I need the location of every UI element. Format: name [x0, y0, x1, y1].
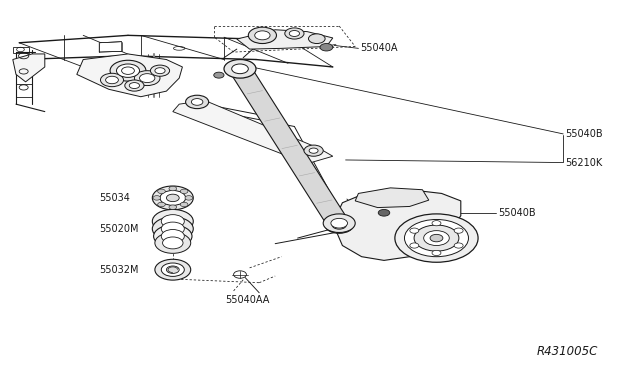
Circle shape	[430, 234, 443, 242]
Circle shape	[378, 209, 390, 216]
Circle shape	[140, 74, 155, 83]
Text: 55020M: 55020M	[99, 224, 139, 234]
Text: 55032M: 55032M	[99, 265, 139, 275]
Circle shape	[325, 217, 353, 233]
Circle shape	[285, 28, 304, 39]
Polygon shape	[333, 190, 461, 260]
Circle shape	[332, 221, 346, 229]
Circle shape	[180, 189, 188, 193]
Circle shape	[163, 237, 183, 249]
Text: 55040AA: 55040AA	[225, 295, 269, 305]
Circle shape	[160, 190, 186, 205]
Circle shape	[323, 214, 355, 232]
Circle shape	[134, 71, 160, 86]
Circle shape	[150, 65, 170, 76]
Circle shape	[125, 80, 144, 91]
Circle shape	[152, 186, 193, 210]
Circle shape	[410, 243, 419, 248]
Circle shape	[169, 186, 177, 191]
Circle shape	[169, 205, 177, 209]
Circle shape	[309, 148, 318, 153]
Circle shape	[186, 95, 209, 109]
Circle shape	[304, 145, 323, 156]
Circle shape	[157, 202, 165, 207]
Circle shape	[454, 228, 463, 233]
Circle shape	[191, 99, 203, 105]
Circle shape	[155, 68, 165, 74]
Circle shape	[154, 225, 192, 247]
Circle shape	[404, 219, 468, 257]
Text: 55040A: 55040A	[360, 44, 398, 53]
Polygon shape	[13, 54, 45, 82]
Circle shape	[432, 250, 441, 256]
Text: 55034: 55034	[99, 193, 130, 203]
Circle shape	[255, 31, 270, 40]
Polygon shape	[355, 188, 429, 208]
Polygon shape	[237, 30, 333, 49]
Circle shape	[166, 194, 179, 202]
Text: R431005C: R431005C	[537, 345, 598, 358]
Text: 56210K: 56210K	[565, 158, 602, 167]
Circle shape	[289, 31, 300, 36]
Circle shape	[129, 83, 140, 89]
Circle shape	[161, 230, 184, 243]
Circle shape	[152, 217, 193, 241]
Circle shape	[224, 60, 256, 78]
Circle shape	[185, 196, 193, 200]
Text: 55040B: 55040B	[498, 208, 536, 218]
Circle shape	[414, 225, 459, 251]
Circle shape	[308, 34, 325, 44]
Text: 55040B: 55040B	[565, 129, 603, 139]
Circle shape	[155, 259, 191, 280]
Circle shape	[410, 228, 419, 233]
Circle shape	[106, 76, 118, 84]
Circle shape	[214, 72, 224, 78]
Circle shape	[157, 189, 165, 193]
Circle shape	[161, 215, 184, 228]
Circle shape	[454, 243, 463, 248]
Polygon shape	[173, 100, 333, 164]
Circle shape	[152, 209, 193, 233]
Polygon shape	[99, 42, 122, 52]
Circle shape	[248, 27, 276, 44]
Circle shape	[161, 222, 184, 235]
Circle shape	[100, 73, 124, 87]
Circle shape	[180, 202, 188, 207]
Circle shape	[155, 232, 191, 253]
Polygon shape	[77, 54, 182, 97]
Circle shape	[110, 60, 146, 81]
Circle shape	[395, 214, 478, 262]
Circle shape	[424, 231, 449, 246]
Circle shape	[331, 218, 348, 228]
Circle shape	[166, 266, 179, 273]
Circle shape	[161, 263, 184, 276]
Polygon shape	[229, 67, 350, 227]
Circle shape	[320, 44, 333, 51]
Circle shape	[153, 196, 161, 200]
Circle shape	[116, 64, 140, 77]
Circle shape	[232, 64, 248, 74]
Circle shape	[432, 221, 441, 226]
